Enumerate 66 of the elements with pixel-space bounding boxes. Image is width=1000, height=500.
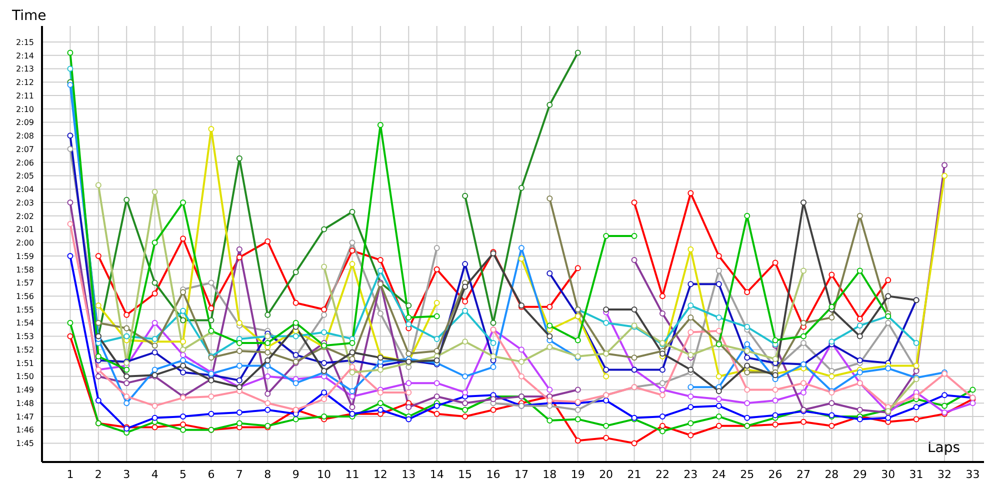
x-tick-label: 12 <box>373 468 388 481</box>
x-axis-title: Laps <box>925 440 962 456</box>
y-tick-label: 2:13 <box>16 64 34 74</box>
x-tick-label: 4 <box>151 468 158 481</box>
y-tick-label: 1:57 <box>16 278 34 288</box>
x-tick-label: 32 <box>938 468 952 481</box>
y-axis-title: Time <box>12 8 46 24</box>
y-tick-label: 1:47 <box>16 412 34 422</box>
x-tick-label: 6 <box>208 468 215 481</box>
x-tick-label: 10 <box>317 468 332 481</box>
y-tick-label: 1:49 <box>16 386 34 395</box>
y-tick-label: 2:03 <box>16 198 34 208</box>
x-tick-label: 29 <box>852 468 867 481</box>
x-tick-label: 1 <box>66 468 74 481</box>
y-tick-label: 1:52 <box>16 345 34 354</box>
x-tick-label: 8 <box>264 468 272 481</box>
y-tick-label: 2:11 <box>16 91 34 100</box>
y-tick-label: 2:09 <box>16 118 34 128</box>
x-tick-label: 28 <box>824 468 839 481</box>
y-tick-label: 2:10 <box>16 104 34 114</box>
y-tick-label: 2:02 <box>16 212 34 221</box>
x-tick-label: 9 <box>292 468 300 481</box>
y-tick-label: 2:01 <box>16 225 34 234</box>
x-tick-label: 19 <box>570 468 585 481</box>
y-tick-label: 1:50 <box>16 372 34 382</box>
x-tick-label: 16 <box>486 468 500 481</box>
y-tick-label: 2:14 <box>16 51 34 60</box>
x-tick-label: 15 <box>458 468 472 481</box>
y-tick-label: 2:00 <box>16 238 34 248</box>
x-tick-label: 22 <box>655 468 670 481</box>
x-tick-label: 5 <box>180 468 187 481</box>
y-tick-label: 1:45 <box>16 439 34 448</box>
x-tick-label: 20 <box>599 468 614 481</box>
y-tick-label: 2:15 <box>16 38 34 47</box>
x-tick-label: 26 <box>768 468 782 481</box>
y-tick-label: 2:12 <box>16 78 34 88</box>
y-tick-label: 2:05 <box>16 172 34 181</box>
x-tick-label: 25 <box>740 468 754 481</box>
y-tick-label: 1:46 <box>16 426 34 435</box>
x-tick-label: 2 <box>94 468 102 481</box>
x-tick-label: 18 <box>542 468 557 481</box>
x-tick-label: 30 <box>881 468 896 481</box>
x-tick-label: 21 <box>627 468 642 481</box>
y-tick-label: 1:54 <box>16 318 34 328</box>
y-tick-label: 1:56 <box>16 292 34 301</box>
x-tick-label: 33 <box>966 468 980 481</box>
y-tick-label: 2:06 <box>16 158 34 168</box>
y-tick-label: 2:07 <box>16 144 34 154</box>
y-tick-label: 1:59 <box>16 252 34 261</box>
x-tick-label: 13 <box>402 468 416 481</box>
y-tick-label: 1:51 <box>16 358 34 368</box>
x-tick-label: 11 <box>345 468 360 481</box>
y-tick-label: 2:08 <box>16 132 34 141</box>
x-tick-label: 7 <box>236 468 243 481</box>
x-tick-label: 14 <box>430 468 444 481</box>
y-tick-label: 2:04 <box>16 185 34 194</box>
x-tick-label: 23 <box>684 468 698 481</box>
x-tick-label: 17 <box>514 468 528 481</box>
x-tick-label: 24 <box>712 468 726 481</box>
y-tick-label: 1:58 <box>16 265 34 274</box>
y-tick-label: 1:53 <box>16 332 34 342</box>
y-tick-label: 1:55 <box>16 305 34 314</box>
x-tick-label: 27 <box>796 468 810 481</box>
y-tick-label: 1:48 <box>16 398 34 408</box>
x-tick-label: 31 <box>909 468 924 481</box>
x-tick-label: 3 <box>123 468 130 481</box>
